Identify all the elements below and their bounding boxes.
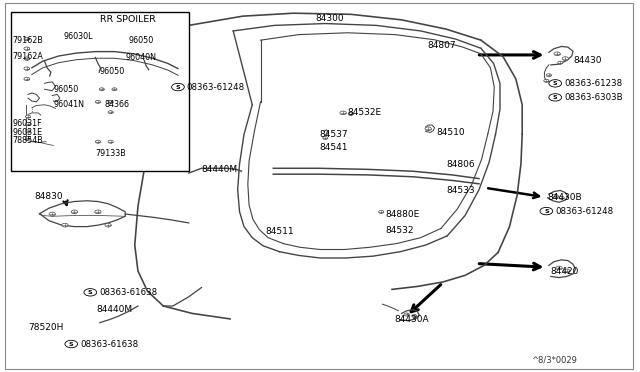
Text: 84830: 84830 bbox=[35, 192, 63, 201]
Circle shape bbox=[24, 57, 29, 60]
Text: 84511: 84511 bbox=[265, 227, 294, 235]
Circle shape bbox=[412, 314, 417, 317]
Text: 08363-61638: 08363-61638 bbox=[80, 340, 138, 349]
Text: 84440M: 84440M bbox=[97, 305, 132, 314]
Circle shape bbox=[348, 112, 353, 115]
Circle shape bbox=[559, 196, 564, 199]
Circle shape bbox=[108, 100, 113, 103]
Text: 96050: 96050 bbox=[54, 85, 79, 94]
Circle shape bbox=[547, 74, 552, 77]
Text: S: S bbox=[553, 81, 557, 86]
Text: 96031F: 96031F bbox=[13, 119, 42, 128]
Circle shape bbox=[26, 130, 31, 133]
Text: 79133B: 79133B bbox=[95, 149, 126, 158]
Text: 78854B: 78854B bbox=[13, 137, 44, 145]
Circle shape bbox=[552, 195, 559, 198]
Circle shape bbox=[404, 313, 409, 316]
Text: 84510: 84510 bbox=[436, 128, 465, 137]
Text: 84806: 84806 bbox=[446, 160, 475, 169]
Circle shape bbox=[26, 137, 31, 140]
Circle shape bbox=[95, 210, 101, 214]
Circle shape bbox=[549, 80, 561, 87]
Text: 84533: 84533 bbox=[446, 186, 475, 195]
Text: 96030L: 96030L bbox=[63, 32, 93, 41]
Circle shape bbox=[108, 111, 113, 113]
Text: 79162A: 79162A bbox=[13, 52, 44, 61]
Text: 84532E: 84532E bbox=[348, 108, 381, 117]
Text: ^8/3*0029: ^8/3*0029 bbox=[531, 355, 577, 364]
Circle shape bbox=[24, 47, 29, 50]
Circle shape bbox=[95, 140, 100, 143]
Circle shape bbox=[99, 88, 104, 91]
Bar bbox=[11, 13, 189, 171]
Text: 96040N: 96040N bbox=[125, 53, 156, 62]
Circle shape bbox=[24, 38, 29, 41]
Circle shape bbox=[549, 94, 561, 101]
Text: S: S bbox=[175, 84, 180, 90]
Circle shape bbox=[26, 122, 31, 125]
Circle shape bbox=[105, 223, 111, 227]
Text: 84807: 84807 bbox=[427, 41, 456, 50]
Text: 84541: 84541 bbox=[319, 143, 348, 152]
Text: 84430B: 84430B bbox=[548, 193, 582, 202]
Circle shape bbox=[24, 67, 29, 70]
Text: 84430: 84430 bbox=[573, 56, 602, 65]
Circle shape bbox=[49, 212, 56, 216]
Circle shape bbox=[26, 115, 31, 118]
Text: 84880E: 84880E bbox=[386, 210, 420, 219]
Text: S: S bbox=[553, 95, 557, 100]
Circle shape bbox=[558, 61, 563, 64]
Circle shape bbox=[562, 57, 568, 61]
Text: 08363-61638: 08363-61638 bbox=[99, 288, 157, 297]
Text: 96031E: 96031E bbox=[13, 128, 43, 137]
Circle shape bbox=[112, 88, 117, 91]
Circle shape bbox=[340, 111, 346, 115]
Text: 84532: 84532 bbox=[386, 226, 414, 235]
Text: 84440M: 84440M bbox=[202, 165, 237, 174]
Circle shape bbox=[65, 340, 77, 348]
Text: S: S bbox=[544, 209, 548, 214]
Text: 96050: 96050 bbox=[129, 36, 154, 45]
Circle shape bbox=[379, 211, 384, 213]
Circle shape bbox=[556, 266, 562, 270]
Circle shape bbox=[323, 137, 328, 140]
Text: 08363-61248: 08363-61248 bbox=[556, 206, 613, 216]
Text: 84300: 84300 bbox=[316, 13, 344, 22]
Circle shape bbox=[554, 52, 560, 56]
Text: S: S bbox=[69, 341, 74, 347]
Circle shape bbox=[544, 79, 549, 82]
Text: 08363-61238: 08363-61238 bbox=[564, 79, 622, 88]
Circle shape bbox=[108, 140, 113, 143]
Text: RR SPOILER: RR SPOILER bbox=[100, 15, 156, 24]
Circle shape bbox=[563, 269, 570, 273]
Text: 84537: 84537 bbox=[319, 130, 348, 139]
Circle shape bbox=[425, 127, 431, 131]
Text: 96050: 96050 bbox=[100, 67, 125, 76]
Text: 78520H: 78520H bbox=[28, 323, 63, 331]
Text: 08363-61248: 08363-61248 bbox=[187, 83, 245, 92]
Circle shape bbox=[61, 223, 68, 227]
Circle shape bbox=[71, 210, 77, 214]
Text: 84420: 84420 bbox=[551, 267, 579, 276]
Text: 96041N: 96041N bbox=[54, 100, 84, 109]
Text: 84430A: 84430A bbox=[394, 315, 429, 324]
Circle shape bbox=[172, 83, 184, 91]
Text: 08363-6303B: 08363-6303B bbox=[564, 93, 623, 102]
Circle shape bbox=[24, 77, 29, 81]
Circle shape bbox=[540, 208, 553, 215]
Text: 84366: 84366 bbox=[104, 100, 129, 109]
Text: 79162B: 79162B bbox=[13, 36, 44, 45]
Circle shape bbox=[84, 289, 97, 296]
Circle shape bbox=[95, 100, 100, 103]
Text: S: S bbox=[88, 290, 93, 295]
